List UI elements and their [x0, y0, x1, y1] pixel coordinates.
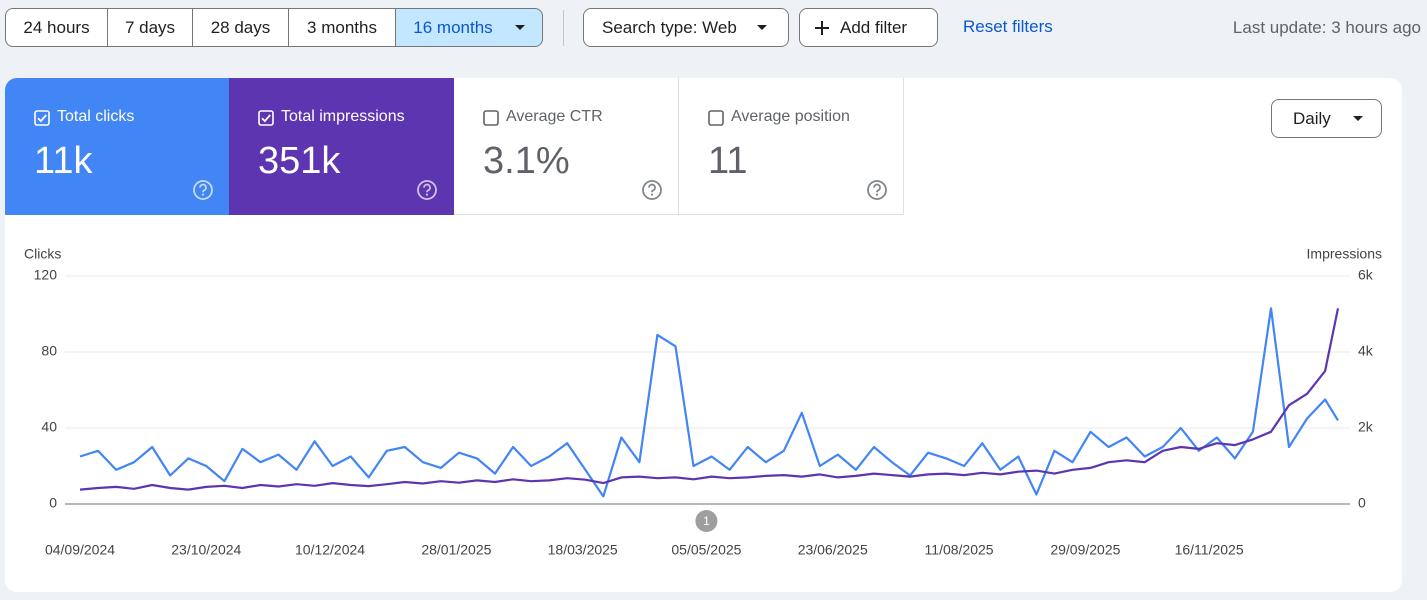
range-button[interactable]: 24 hours — [5, 8, 108, 47]
series-line — [79, 307, 1339, 498]
help-icon[interactable] — [416, 179, 438, 201]
checkbox-box — [708, 110, 724, 126]
checkbox-box — [258, 110, 274, 126]
series-line — [79, 308, 1340, 491]
reset-link[interactable]: Reset filters — [963, 17, 1053, 36]
help-circle — [642, 180, 662, 200]
caret — [756, 25, 767, 30]
metric-label: Total clicks — [57, 108, 135, 125]
checkbox[interactable] — [258, 110, 274, 126]
caret — [514, 25, 525, 30]
y-tick-label: 40 — [41, 419, 57, 435]
checkbox[interactable] — [708, 110, 724, 126]
metric-label: Average CTR — [506, 108, 603, 125]
y-axis-label: Clicks — [24, 246, 61, 262]
checkbox-box — [34, 110, 50, 126]
annotation-marker — [695, 510, 718, 532]
x-tick-label: 16/11/2025 — [1175, 542, 1244, 558]
help-circle — [867, 180, 887, 200]
x-tick-label: 23/06/2025 — [798, 542, 868, 558]
help-dot — [650, 193, 654, 196]
metric-value: 11k — [34, 140, 93, 182]
checkbox[interactable] — [483, 110, 499, 126]
range-label: 3 months — [307, 17, 377, 37]
x-tick-label: 04/09/2024 — [45, 542, 115, 558]
x-tick-label: 18/03/2025 — [548, 542, 618, 558]
metric-card[interactable]: Total impressions 351k — [229, 78, 454, 215]
annotation-label: 1 — [703, 514, 710, 528]
x-tick-label: 10/12/2024 — [295, 542, 365, 558]
help-circle — [193, 180, 213, 200]
range-label: 16 months — [413, 17, 493, 37]
x-tick-label: 11/08/2025 — [925, 542, 994, 558]
y2-tick-label: 0 — [1358, 495, 1366, 511]
y-tick-label: 120 — [34, 267, 58, 283]
add-filter-button[interactable]: Add filter — [799, 8, 938, 47]
x-tick-label: 28/01/2025 — [421, 542, 491, 558]
range-button[interactable]: 3 months — [288, 8, 396, 47]
y-tick-label: 80 — [41, 343, 57, 359]
help-glyph — [199, 183, 207, 193]
plus-icon — [815, 20, 829, 35]
help-glyph — [423, 183, 431, 193]
metric-card[interactable]: Average CTR 3.1% — [454, 78, 679, 215]
help-circle — [417, 180, 437, 200]
caret — [1352, 116, 1363, 121]
checkbox[interactable] — [34, 110, 50, 126]
metric-label: Total impressions — [281, 108, 405, 125]
divider — [563, 10, 564, 46]
x-tick-label: 29/09/2025 — [1050, 542, 1120, 558]
help-icon[interactable] — [866, 179, 888, 201]
help-glyph — [873, 183, 881, 193]
range-label: 7 days — [124, 17, 176, 37]
dropdown-label: Daily — [1293, 108, 1331, 128]
metric-card[interactable]: Total clicks 11k — [5, 78, 230, 215]
range-label: 24 hours — [23, 17, 90, 37]
range-button[interactable]: 16 months — [395, 8, 543, 47]
help-glyph — [648, 183, 656, 193]
range-button[interactable]: 7 days — [107, 8, 193, 47]
x-tick-label: 23/10/2024 — [171, 542, 241, 558]
metric-value: 3.1% — [483, 140, 570, 182]
search-type-button[interactable]: Search type: Web — [583, 8, 789, 47]
x-tick-label: 05/05/2025 — [671, 542, 741, 558]
last-update: Last update: 3 hours ago — [1232, 18, 1421, 37]
y2-tick-label: 2k — [1358, 419, 1374, 435]
help-dot — [875, 193, 879, 196]
button-label: Add filter — [840, 17, 908, 37]
button-label: Search type: Web — [602, 17, 737, 37]
y-tick-label: 0 — [49, 495, 57, 511]
metric-card[interactable]: Average position 11 — [678, 78, 904, 215]
y2-tick-label: 6k — [1358, 267, 1374, 283]
metric-label: Average position — [731, 108, 850, 125]
range-button[interactable]: 28 days — [192, 8, 289, 47]
metric-value: 11 — [708, 140, 748, 182]
metric-value: 351k — [258, 140, 341, 182]
check-mark — [261, 114, 271, 123]
help-icon[interactable] — [641, 179, 663, 201]
check-mark — [37, 114, 47, 123]
y2-tick-label: 4k — [1358, 343, 1374, 359]
help-dot — [425, 193, 429, 196]
help-icon[interactable] — [192, 179, 214, 201]
range-label: 28 days — [210, 17, 271, 37]
help-dot — [201, 193, 205, 196]
granularity-dropdown[interactable]: Daily — [1271, 99, 1382, 138]
checkbox-box — [483, 110, 499, 126]
y2-axis-label: Impressions — [1307, 246, 1382, 262]
